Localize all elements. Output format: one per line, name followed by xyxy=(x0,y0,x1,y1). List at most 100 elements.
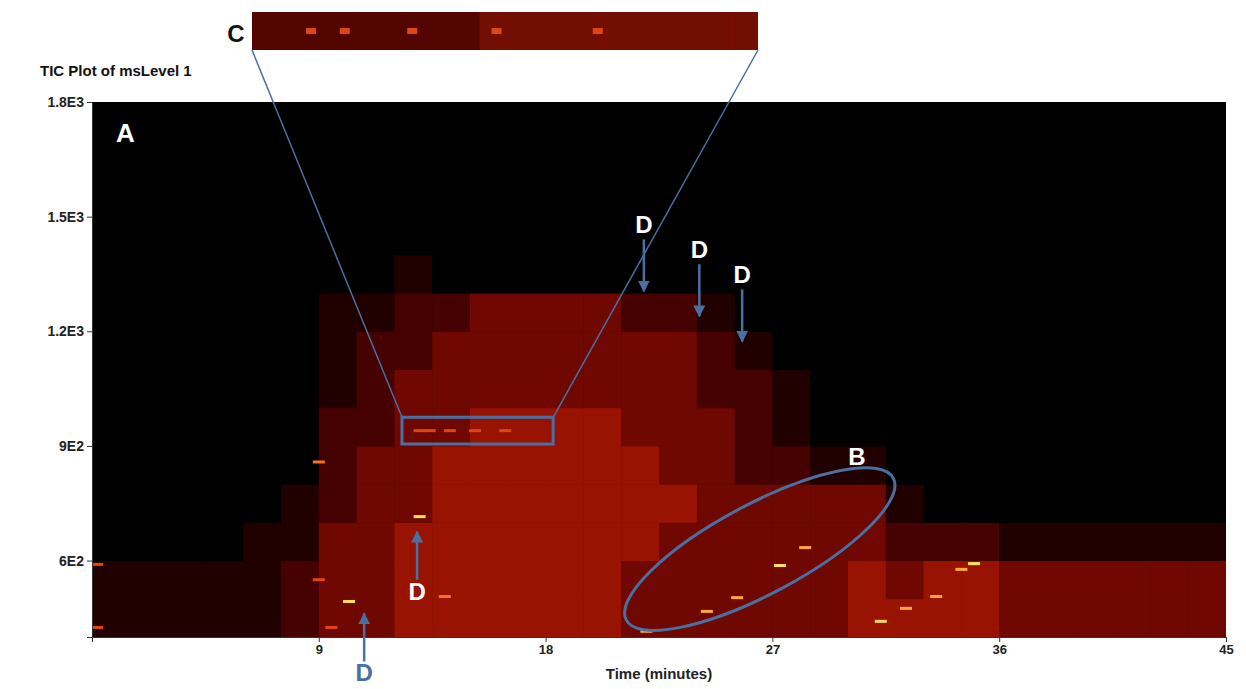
x-axis-line xyxy=(93,638,1227,643)
heat-cell xyxy=(243,293,281,332)
peak xyxy=(92,563,103,566)
x-axis-title: Time (minutes) xyxy=(606,665,712,682)
x-tick-label: 9 xyxy=(316,642,323,657)
heat-cell xyxy=(924,599,962,637)
heat-cell xyxy=(281,293,319,332)
heat-cell xyxy=(810,484,848,523)
heat-cell xyxy=(659,140,697,179)
heat-cell xyxy=(999,102,1037,141)
heat-cell xyxy=(432,408,470,447)
heat-cell xyxy=(319,102,357,141)
heat-cell xyxy=(999,370,1037,409)
heat-cell xyxy=(205,331,243,370)
peak xyxy=(343,600,355,603)
heat-cell xyxy=(772,102,810,141)
heat-cell xyxy=(168,484,206,523)
heat-cell xyxy=(1113,140,1151,179)
heat-cell xyxy=(621,408,659,447)
inset-label: C xyxy=(227,20,244,47)
heat-cell xyxy=(168,408,206,447)
heat-cell xyxy=(1113,255,1151,294)
heat-cell xyxy=(1150,484,1188,523)
heat-cell xyxy=(659,446,697,485)
panel-letter: A xyxy=(116,118,135,148)
heat-cell xyxy=(130,102,168,141)
heat-cell xyxy=(621,140,659,179)
heat-cell xyxy=(735,522,773,561)
heat-cell xyxy=(470,102,508,141)
peak xyxy=(325,626,337,629)
heat-cell xyxy=(772,561,810,600)
heat-cell xyxy=(357,178,395,217)
inset-cell xyxy=(252,12,354,50)
heat-cell xyxy=(357,331,395,370)
heat-cell xyxy=(810,446,848,485)
heat-cell xyxy=(319,370,357,409)
heat-cell xyxy=(470,178,508,217)
heat-cell xyxy=(205,255,243,294)
heat-cell xyxy=(810,255,848,294)
heat-cell xyxy=(1075,140,1113,179)
heat-cell xyxy=(659,561,697,600)
heat-cell xyxy=(281,217,319,256)
arrow xyxy=(643,239,646,291)
heat-cell xyxy=(357,102,395,141)
heat-cell xyxy=(583,140,621,179)
heat-cell xyxy=(961,484,999,523)
heat-cell xyxy=(772,178,810,217)
heat-cell xyxy=(394,522,432,561)
peak xyxy=(92,626,103,629)
heat-cell xyxy=(697,446,735,485)
arrow xyxy=(741,289,744,341)
x-tick: 18 xyxy=(539,637,553,657)
heat-cell xyxy=(848,561,886,600)
heat-cell xyxy=(886,370,924,409)
heat-cell xyxy=(508,255,546,294)
chart: TIC Plot of msLevel 19182736456E29E21.2E… xyxy=(0,0,1246,689)
heat-cell xyxy=(130,446,168,485)
heat-cell xyxy=(130,561,168,600)
heat-cell xyxy=(1150,102,1188,141)
heat-cell xyxy=(546,446,584,485)
heat-cell xyxy=(281,331,319,370)
heat-cell xyxy=(583,255,621,294)
heat-cell xyxy=(319,293,357,332)
heat-cell xyxy=(848,599,886,637)
heat-cell xyxy=(319,446,357,485)
heat-cell xyxy=(1150,217,1188,256)
peak xyxy=(968,562,980,565)
heat-cell xyxy=(546,599,584,637)
heat-cell xyxy=(583,293,621,332)
heat-cell xyxy=(357,370,395,409)
heat-cell xyxy=(583,331,621,370)
heat-cell xyxy=(961,522,999,561)
heat-cell xyxy=(735,178,773,217)
heat-cell xyxy=(1150,446,1188,485)
heat-cell xyxy=(772,599,810,637)
heat-cell xyxy=(1037,217,1075,256)
heat-cell xyxy=(168,178,206,217)
heat-cell xyxy=(810,178,848,217)
heat-cell xyxy=(1113,293,1151,332)
heat-cell xyxy=(1037,370,1075,409)
heat-cell xyxy=(281,140,319,179)
heat-cell xyxy=(394,255,432,294)
heat-cell xyxy=(772,522,810,561)
heat-cell xyxy=(1113,178,1151,217)
heat-cell xyxy=(319,217,357,256)
heat-cell xyxy=(432,561,470,600)
heat-cell xyxy=(848,102,886,141)
heat-cell xyxy=(508,522,546,561)
heat-cell xyxy=(168,140,206,179)
x-tick-label: 18 xyxy=(539,642,553,657)
heat-cell xyxy=(470,408,508,447)
heat-cell xyxy=(961,217,999,256)
heat-cell xyxy=(1075,331,1113,370)
heat-cell xyxy=(621,522,659,561)
heat-cell xyxy=(621,446,659,485)
heat-cell xyxy=(281,484,319,523)
y-tick-mark xyxy=(87,102,92,103)
peak xyxy=(424,429,436,432)
arrow xyxy=(363,613,366,661)
y-tick: 9E2 xyxy=(59,438,92,454)
